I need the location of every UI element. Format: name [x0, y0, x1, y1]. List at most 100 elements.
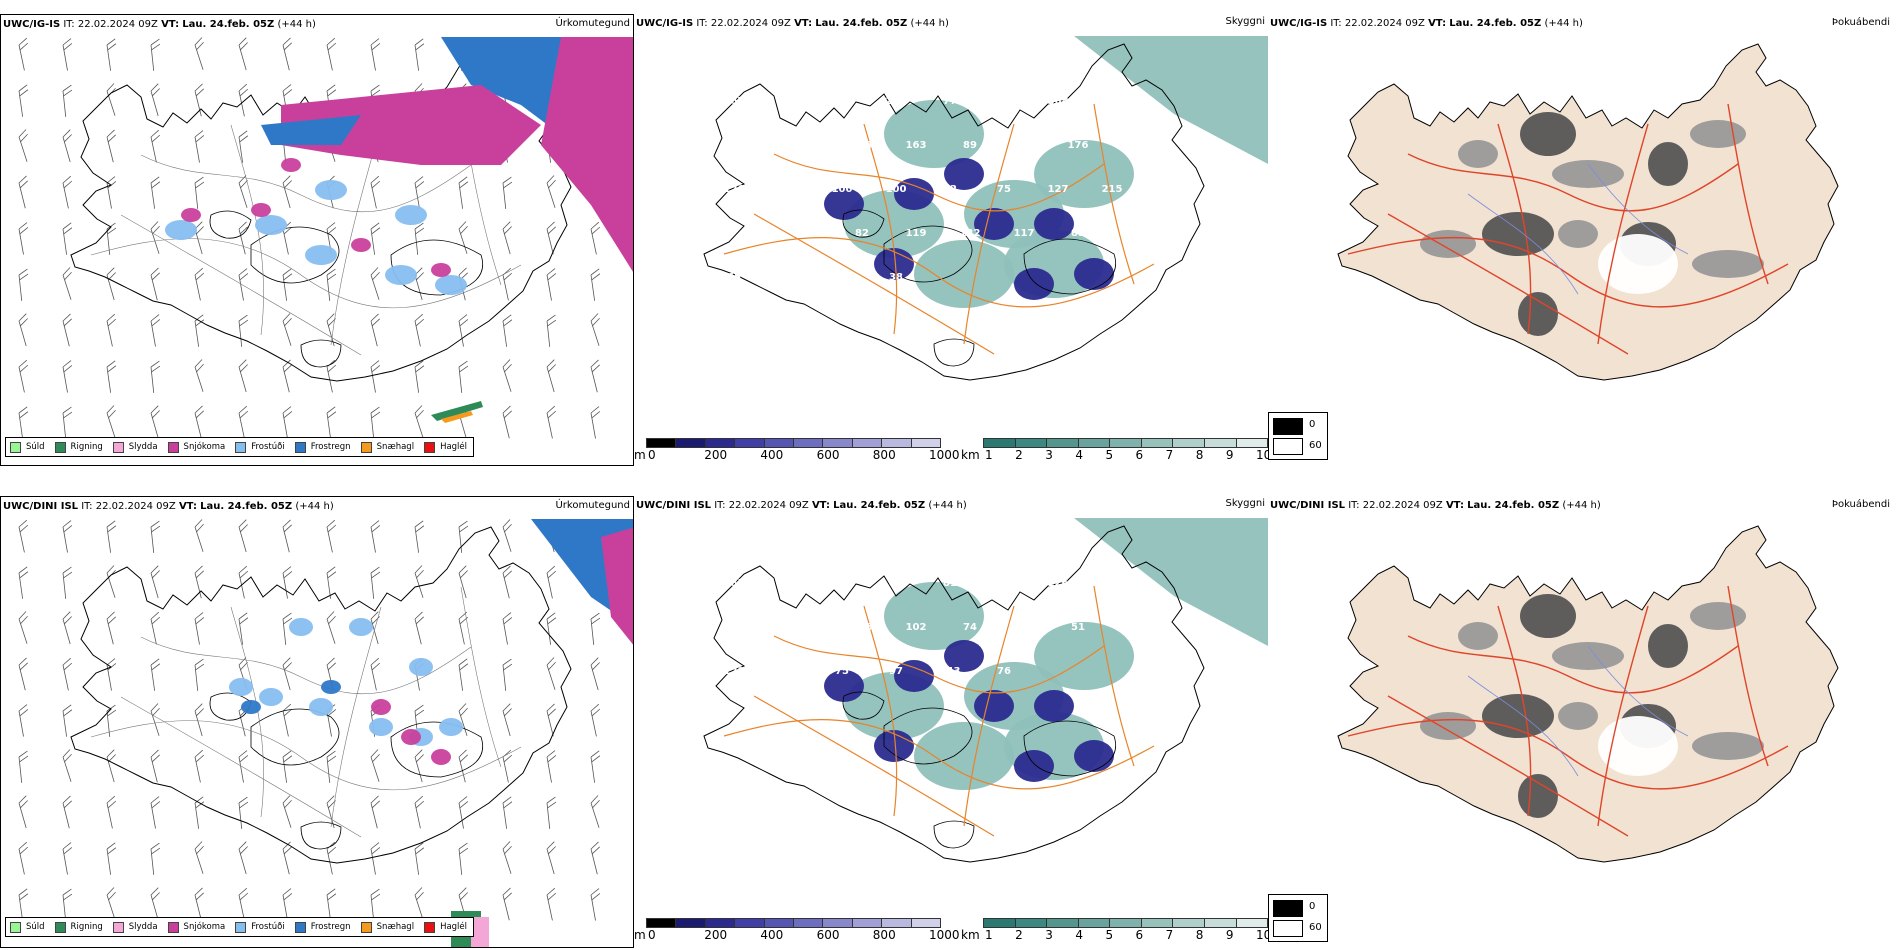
colorbar-tick: 5	[1105, 448, 1114, 462]
visibility-area	[914, 722, 1014, 790]
wind-barb	[18, 406, 29, 439]
wind-barb	[62, 360, 73, 393]
wind-barb	[326, 313, 336, 347]
wind-barb	[546, 750, 557, 783]
cloud-base-label: 89	[1105, 578, 1119, 589]
wind-barb	[106, 360, 117, 393]
wind-barb	[546, 565, 557, 599]
wind-barb	[106, 222, 117, 255]
precip-area-frostudi	[409, 658, 433, 676]
colorbar-cell	[852, 919, 883, 927]
wind-barb	[238, 796, 249, 829]
precip-legend: Súld Rigning Slydda Snjókoma Frostúði Frostre…	[5, 437, 475, 457]
road-line	[963, 605, 1015, 827]
cloud-base-label: 215	[1102, 184, 1123, 195]
wind-barb	[546, 221, 557, 255]
legend-item: Frostúði	[235, 441, 285, 453]
wind-barb	[546, 887, 557, 921]
wind-barb	[150, 887, 160, 921]
fog-area	[1692, 250, 1764, 278]
wind-barb	[370, 611, 380, 645]
iceland-coastline	[703, 43, 1205, 381]
cloud-map: 167 163 178 260 77 116 368 327 124 249 143 163 89 93 1…	[703, 36, 1268, 381]
road-line	[1347, 236, 1789, 308]
wind-barb	[150, 749, 161, 783]
wind-barb	[546, 314, 557, 347]
legend-label: Frostregn	[310, 442, 351, 452]
colorbar-tick: 2	[1015, 928, 1023, 942]
wind-barb	[502, 359, 512, 392]
legend-item: Rigning	[54, 441, 103, 453]
cloud-base-label: 75	[835, 666, 849, 677]
road-line	[753, 213, 995, 355]
colorbar-tick: 6	[1135, 928, 1144, 942]
precip-area-snjokoma	[351, 238, 371, 252]
panel-header: UWC/IG-IS IT: 22.02.2024 09Z VT: Lau. 24…	[3, 19, 316, 30]
wind-barb	[282, 703, 293, 737]
glacier-outline	[250, 226, 340, 284]
wind-barb	[414, 405, 424, 438]
wind-barb	[62, 611, 72, 645]
wind-barb	[238, 221, 249, 255]
wind-barb	[370, 795, 381, 829]
cloud-base-label: 176	[1068, 140, 1089, 151]
wind-barb	[370, 657, 381, 691]
wind-barb	[194, 37, 204, 70]
wind-barb	[546, 841, 556, 875]
legend-label: Súld	[26, 442, 45, 452]
wind-barb	[546, 796, 557, 829]
wind-barb	[458, 611, 469, 645]
legend-item: Frostregn	[294, 921, 351, 933]
wind-barb	[150, 176, 161, 209]
colorbar-unit: km	[961, 448, 980, 462]
precip-panel-bottom: UWC/DINI ISL IT: 22.02.2024 09Z VT: Lau.…	[0, 496, 634, 948]
wind-barb	[590, 703, 601, 737]
precip-area-frostregn	[321, 680, 341, 694]
legend-label: Snæhagl	[376, 922, 415, 932]
cloud-base-area	[1014, 268, 1054, 300]
wind-barb	[62, 704, 73, 737]
legend-swatch	[54, 441, 66, 453]
road-line	[753, 695, 995, 837]
panel-title: Úrkomutegund	[555, 500, 630, 511]
colorbar-tick: 8	[1195, 928, 1204, 942]
cloud-base-label: 127	[1048, 184, 1069, 195]
cloud-base-label: 116	[994, 96, 1015, 107]
legend-label: Frostúði	[251, 442, 285, 452]
legend-swatch	[10, 441, 21, 453]
wind-barb	[370, 566, 381, 599]
wind-barb	[458, 796, 469, 829]
precip-area-snjokoma	[541, 37, 633, 272]
wind-barb	[106, 887, 116, 920]
wind-barb	[150, 796, 161, 829]
precip-area-snjokoma	[371, 699, 391, 715]
wind-barb	[414, 565, 424, 598]
wind-barb	[150, 360, 161, 393]
wind-barb	[194, 887, 205, 921]
cloud-base-label: 86	[889, 578, 903, 589]
cloud-base-label: 327	[1102, 96, 1123, 107]
cloud-base-label: 128	[832, 578, 853, 589]
wind-barb	[62, 657, 73, 691]
colorbar-cell	[1204, 919, 1237, 927]
colorbar-cell	[823, 439, 853, 447]
wind-barb	[194, 314, 205, 347]
fog-legend-swatch-60	[1273, 438, 1303, 455]
colorbar-tick: 10	[1256, 928, 1268, 942]
wind-barb	[18, 611, 28, 644]
fog-map	[1337, 525, 1839, 863]
precip-area-snjokoma	[281, 158, 301, 172]
glacier-outline	[933, 820, 975, 849]
wind-barb	[414, 360, 425, 393]
wind-barb	[370, 520, 381, 553]
colorbar-cell	[1141, 439, 1174, 447]
precip-map	[18, 37, 633, 439]
cloud-base-label: 120	[724, 666, 745, 677]
cloud-base-label: 82	[855, 228, 869, 239]
colorbar-cell	[647, 919, 677, 927]
colorbar-cell	[1047, 439, 1079, 447]
road-line	[1407, 153, 1739, 212]
precip-legend: Súld Rigning Slydda Snjókoma Frostúði Frostre…	[5, 917, 475, 937]
wind-barb	[18, 37, 29, 71]
legend-swatch	[167, 441, 179, 453]
